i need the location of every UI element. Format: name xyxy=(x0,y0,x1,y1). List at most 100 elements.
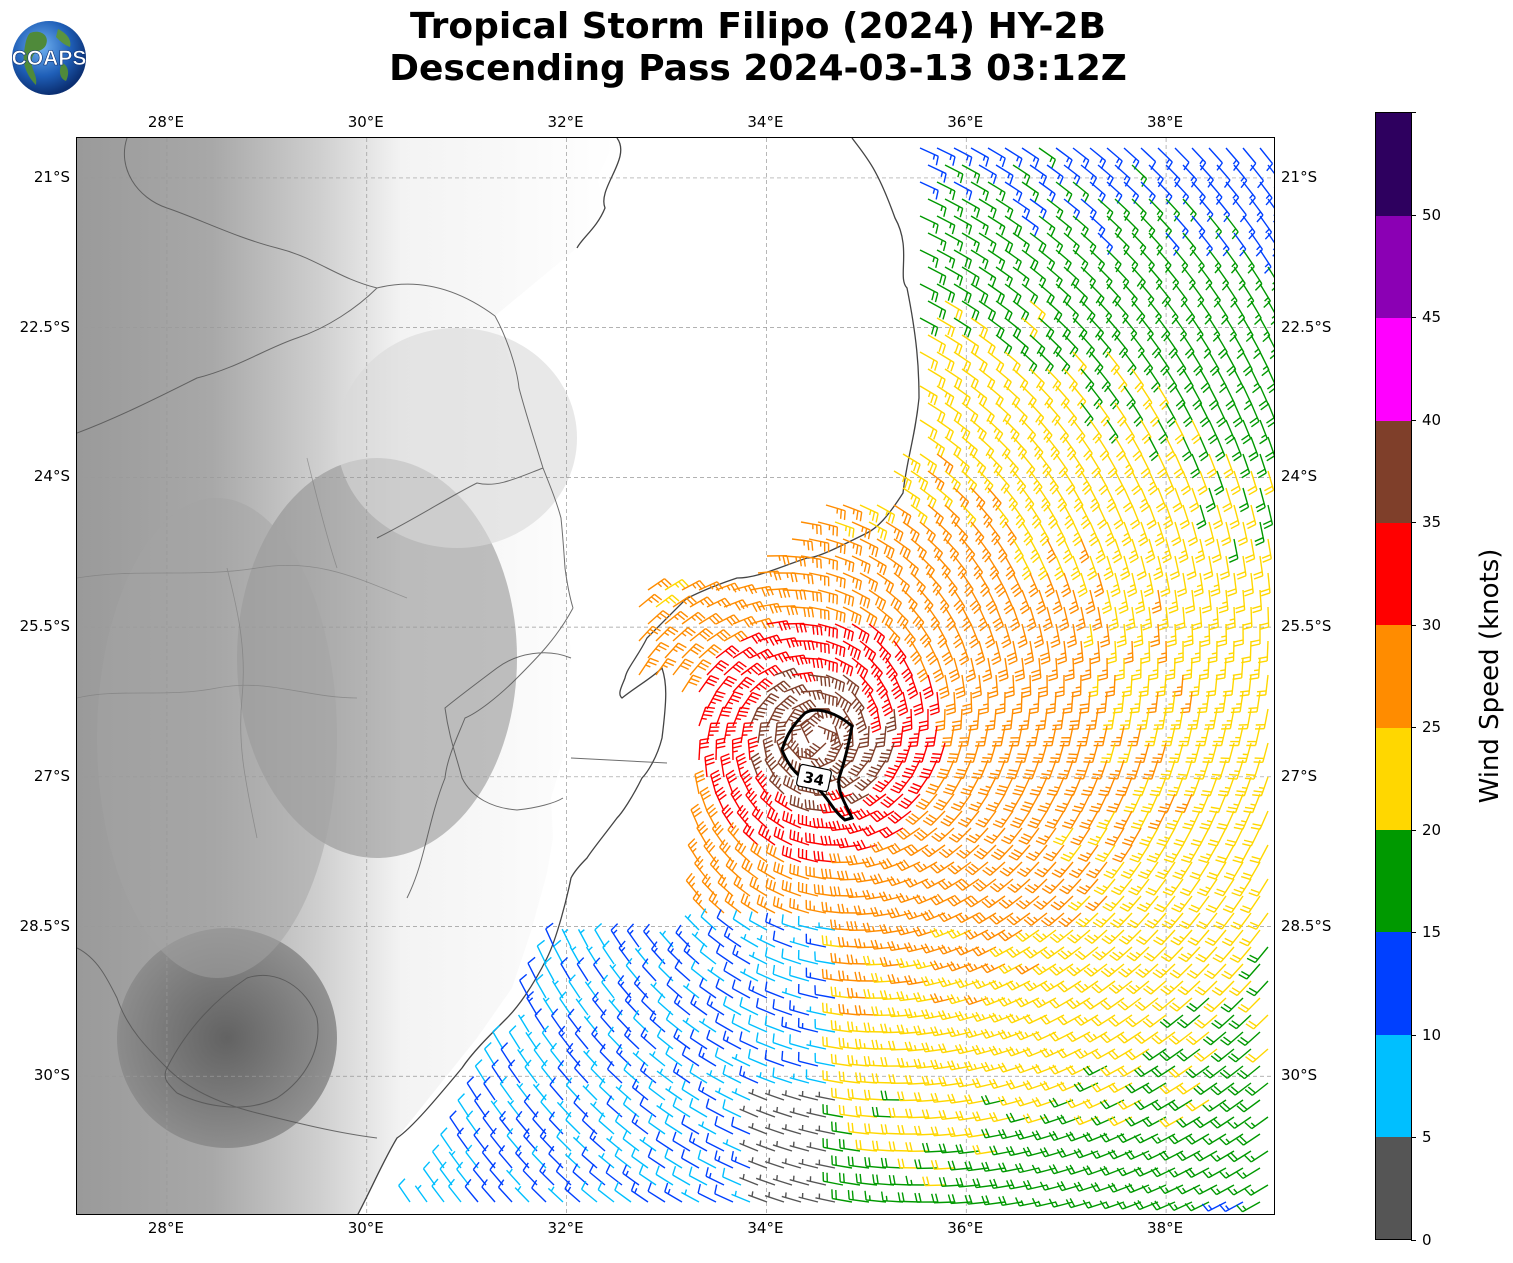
wind-barb-feather xyxy=(1004,690,1015,695)
wind-barb-feather xyxy=(939,274,943,284)
wind-barb-feather xyxy=(971,309,977,319)
wind-barb-shaft xyxy=(961,504,977,520)
wind-barb xyxy=(1187,708,1201,730)
wind-barb-shaft xyxy=(978,232,997,245)
wind-barb-feather xyxy=(851,792,859,801)
wind-barb xyxy=(1080,198,1097,221)
wind-barb-shaft xyxy=(970,487,986,503)
wind-barb-feather xyxy=(1058,773,1068,776)
wind-barb-half-feather xyxy=(1173,176,1178,182)
wind-barb xyxy=(978,402,995,425)
wind-barb-feather xyxy=(1013,433,1020,443)
wind-barb-shaft xyxy=(995,368,1012,383)
wind-barb xyxy=(1252,589,1263,614)
wind-barb xyxy=(1131,232,1147,256)
wind-barb xyxy=(964,742,980,763)
wind-barb-feather xyxy=(1201,605,1211,610)
wind-barb xyxy=(1236,742,1252,764)
wind-barb-feather xyxy=(1253,571,1263,576)
wind-barb xyxy=(1029,164,1048,186)
wind-barb-shaft xyxy=(1029,334,1046,349)
wind-barb-half-feather xyxy=(832,774,837,780)
wind-barb xyxy=(1081,657,1092,681)
wind-barb-half-feather xyxy=(1091,498,1097,503)
wind-barb-feather xyxy=(1229,519,1239,526)
wind-barb-shaft xyxy=(1012,368,1029,384)
wind-barb-feather xyxy=(775,707,786,712)
wind-barb-feather xyxy=(998,784,1008,789)
wind-barb-feather xyxy=(1121,574,1130,581)
wind-barb-feather xyxy=(946,760,957,763)
wind-barb-shaft xyxy=(817,725,837,735)
wind-barb-shaft xyxy=(1080,334,1095,351)
wind-barb xyxy=(783,589,807,600)
wind-barb-shaft xyxy=(1089,657,1092,679)
wind-barb-half-feather xyxy=(876,681,882,686)
wind-barb xyxy=(1038,419,1053,443)
wind-barb-shaft xyxy=(1259,181,1273,199)
wind-barb xyxy=(1145,538,1156,564)
wind-barb-half-feather xyxy=(1140,532,1146,537)
wind-barb-shaft xyxy=(706,723,712,744)
wind-barb-feather xyxy=(858,615,862,625)
wind-barb xyxy=(1148,436,1159,462)
wind-barb-feather xyxy=(856,650,862,660)
wind-barb-feather xyxy=(743,679,753,686)
wind-barb-feather xyxy=(870,580,875,590)
wind-barb-feather xyxy=(859,737,869,741)
wind-barb-half-feather xyxy=(940,599,945,604)
wind-barb-feather xyxy=(891,635,898,644)
wind-barb-feather xyxy=(1106,656,1117,661)
wind-barb-half-feather xyxy=(993,652,1000,656)
wind-barb xyxy=(1255,487,1266,513)
wind-barb-feather xyxy=(1264,485,1273,492)
wind-barb xyxy=(1097,436,1110,461)
wind-barb-half-feather xyxy=(859,763,865,767)
wind-barb-feather xyxy=(915,498,921,508)
wind-barb-feather xyxy=(959,533,966,542)
wind-barb-half-feather xyxy=(764,670,769,676)
wind-barb-half-feather xyxy=(1066,703,1073,706)
wind-barb-shaft xyxy=(1250,198,1264,216)
wind-barb-shaft xyxy=(1004,181,1023,194)
wind-barb-half-feather xyxy=(1166,770,1172,773)
wind-barb-feather xyxy=(1154,536,1164,543)
wind-barb xyxy=(1160,572,1171,597)
wind-barb-half-feather xyxy=(1095,618,1101,622)
wind-barb-half-feather xyxy=(1028,617,1034,622)
wind-barb xyxy=(876,504,896,524)
wind-barb xyxy=(1183,623,1194,648)
wind-barb-shaft xyxy=(1097,470,1109,489)
wind-barb-half-feather xyxy=(1171,313,1177,319)
wind-barb-feather xyxy=(955,690,965,695)
lon-tick-top: 30°E xyxy=(347,113,384,131)
wind-barb-feather xyxy=(916,668,926,675)
wind-barb xyxy=(919,317,939,337)
wind-barb-shaft xyxy=(783,622,805,625)
wind-barb-feather xyxy=(1158,471,1167,479)
wind-barb-feather xyxy=(918,720,929,724)
wind-barb-feather xyxy=(1129,707,1140,710)
wind-barb-feather xyxy=(1248,451,1257,458)
wind-barb-half-feather xyxy=(982,155,986,161)
wind-barb-feather xyxy=(1144,591,1154,598)
wind-barb xyxy=(706,629,731,642)
wind-barb-feather xyxy=(919,586,926,596)
wind-barb xyxy=(961,266,980,287)
wind-barb-feather xyxy=(733,614,741,623)
wind-barb-feather xyxy=(1003,807,1013,813)
wind-barb-half-feather xyxy=(753,717,759,721)
lat-tick-left: 24°S xyxy=(33,467,70,486)
wind-barb-half-feather xyxy=(781,671,786,678)
wind-barb-feather xyxy=(1018,158,1023,168)
wind-barb-feather xyxy=(903,513,909,523)
wind-barb-feather xyxy=(1143,588,1153,594)
wind-barb-feather xyxy=(751,603,758,613)
wind-barb-shaft xyxy=(886,742,895,763)
wind-barb-half-feather xyxy=(1272,248,1274,251)
wind-barb-feather xyxy=(1226,365,1235,373)
wind-barb-feather xyxy=(937,445,942,455)
wind-barb-feather xyxy=(717,662,727,669)
wind-barb xyxy=(913,691,924,716)
wind-barb-shaft xyxy=(1029,232,1047,246)
